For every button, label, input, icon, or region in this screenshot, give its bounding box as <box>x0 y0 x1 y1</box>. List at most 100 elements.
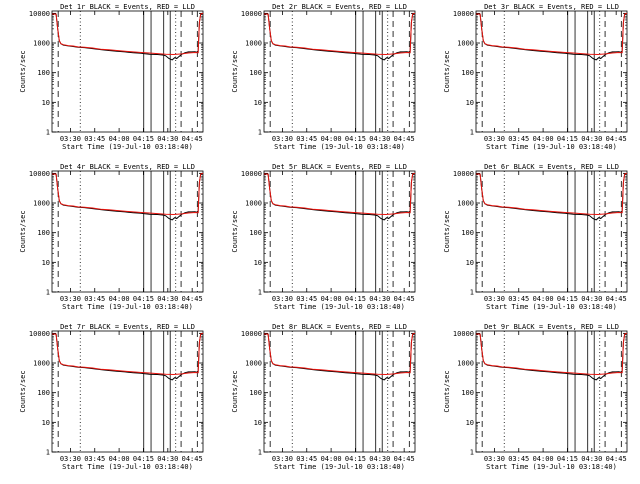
x-tick-label: 03:30 <box>484 295 505 303</box>
lld-series-line <box>263 12 416 56</box>
y-tick-label: 10 <box>254 99 262 107</box>
lld-series-line <box>51 332 204 376</box>
x-tick-label: 04:00 <box>109 135 130 143</box>
y-tick-label: 10000 <box>453 10 474 18</box>
y-tick-label: 100 <box>461 69 474 77</box>
x-tick-label: 03:30 <box>60 455 81 463</box>
x-tick-label: 04:30 <box>369 455 390 463</box>
x-tick-label: 03:30 <box>484 135 505 143</box>
y-tick-label: 10000 <box>29 170 50 178</box>
x-axis-label: Start Time (19-Jul-10 03:18:40) <box>274 463 405 471</box>
x-tick-label: 04:45 <box>182 135 203 143</box>
y-tick-label: 10000 <box>453 170 474 178</box>
y-tick-label: 10 <box>466 99 474 107</box>
x-tick-label: 04:45 <box>182 295 203 303</box>
events-series-line <box>51 172 204 221</box>
x-tick-label: 04:45 <box>394 455 415 463</box>
y-axis-label: Counts/sec <box>19 370 27 412</box>
x-tick-label: 04:15 <box>557 135 578 143</box>
y-tick-label: 1 <box>46 289 50 297</box>
events-series-line <box>263 172 416 221</box>
x-axis-label: Start Time (19-Jul-10 03:18:40) <box>486 303 617 311</box>
x-tick-label: 04:45 <box>394 135 415 143</box>
x-tick-label: 03:45 <box>296 455 317 463</box>
plot-panel-2: Det 2r BLACK = Events, RED = LLD 1 10 100 10… <box>231 3 416 151</box>
y-tick-label: 10 <box>254 419 262 427</box>
y-tick-label: 1000 <box>33 200 50 208</box>
x-tick-label: 04:00 <box>533 295 554 303</box>
x-tick-label: 04:00 <box>109 455 130 463</box>
x-axis-label: Start Time (19-Jul-10 03:18:40) <box>274 303 405 311</box>
lld-series-line <box>475 332 628 376</box>
y-tick-label: 100 <box>249 229 262 237</box>
y-tick-label: 10000 <box>241 170 262 178</box>
y-tick-label: 1 <box>258 129 262 137</box>
x-tick-label: 04:45 <box>394 295 415 303</box>
y-tick-label: 1000 <box>33 40 50 48</box>
events-series-line <box>263 12 416 61</box>
x-tick-label: 04:15 <box>557 295 578 303</box>
plot-panel-9: Det 9r BLACK = Events, RED = LLD 1 10 100 10… <box>443 323 628 471</box>
plot-frame <box>51 10 204 133</box>
plot-frame <box>263 170 416 293</box>
plot-frame <box>263 330 416 453</box>
plot-frame <box>475 170 628 293</box>
x-axis-label: Start Time (19-Jul-10 03:18:40) <box>62 463 193 471</box>
x-axis-label: Start Time (19-Jul-10 03:18:40) <box>486 463 617 471</box>
x-tick-label: 04:00 <box>533 135 554 143</box>
y-tick-label: 100 <box>37 389 50 397</box>
y-tick-label: 1 <box>258 449 262 457</box>
x-tick-label: 03:45 <box>508 295 529 303</box>
plot-title: Det 3r BLACK = Events, RED = LLD <box>484 3 619 11</box>
plot-title: Det 6r BLACK = Events, RED = LLD <box>484 163 619 171</box>
x-tick-label: 04:30 <box>581 455 602 463</box>
x-tick-label: 03:30 <box>272 455 293 463</box>
x-tick-label: 04:15 <box>133 135 154 143</box>
plot-panel-4: Det 4r BLACK = Events, RED = LLD 1 10 100 10… <box>19 163 204 311</box>
y-tick-label: 1 <box>470 449 474 457</box>
y-tick-label: 10 <box>42 419 50 427</box>
x-tick-label: 04:15 <box>345 295 366 303</box>
y-tick-label: 10000 <box>29 330 50 338</box>
x-tick-label: 03:30 <box>484 455 505 463</box>
x-tick-label: 04:30 <box>581 295 602 303</box>
events-series-line <box>51 12 204 61</box>
x-tick-label: 03:45 <box>296 295 317 303</box>
x-tick-label: 04:30 <box>369 135 390 143</box>
x-axis-label: Start Time (19-Jul-10 03:18:40) <box>62 303 193 311</box>
y-tick-label: 1000 <box>33 360 50 368</box>
plot-title: Det 5r BLACK = Events, RED = LLD <box>272 163 407 171</box>
y-tick-label: 100 <box>37 229 50 237</box>
y-tick-label: 100 <box>37 69 50 77</box>
y-tick-label: 10 <box>466 419 474 427</box>
x-tick-label: 03:30 <box>272 295 293 303</box>
plot-panel-7: Det 7r BLACK = Events, RED = LLD 1 10 100 10… <box>19 323 204 471</box>
y-tick-label: 1000 <box>457 40 474 48</box>
y-tick-label: 1 <box>258 289 262 297</box>
x-tick-label: 04:00 <box>321 295 342 303</box>
y-axis-label: Counts/sec <box>231 370 239 412</box>
x-axis-label: Start Time (19-Jul-10 03:18:40) <box>274 143 405 151</box>
lld-series-line <box>475 172 628 216</box>
x-tick-label: 03:30 <box>60 295 81 303</box>
y-axis-label: Counts/sec <box>443 50 451 92</box>
y-tick-label: 10 <box>254 259 262 267</box>
plot-title: Det 4r BLACK = Events, RED = LLD <box>60 163 195 171</box>
y-tick-label: 100 <box>461 229 474 237</box>
x-tick-label: 04:00 <box>321 135 342 143</box>
x-tick-label: 03:45 <box>84 135 105 143</box>
y-axis-label: Counts/sec <box>443 370 451 412</box>
y-tick-label: 10 <box>466 259 474 267</box>
x-tick-label: 03:30 <box>60 135 81 143</box>
y-axis-label: Counts/sec <box>19 210 27 252</box>
events-series-line <box>263 332 416 381</box>
lld-series-line <box>263 332 416 376</box>
x-tick-label: 03:45 <box>84 455 105 463</box>
x-tick-label: 04:45 <box>606 135 627 143</box>
x-tick-label: 04:45 <box>606 455 627 463</box>
y-tick-label: 1000 <box>245 40 262 48</box>
y-tick-label: 10000 <box>453 330 474 338</box>
y-tick-label: 10 <box>42 99 50 107</box>
x-tick-label: 04:00 <box>533 455 554 463</box>
